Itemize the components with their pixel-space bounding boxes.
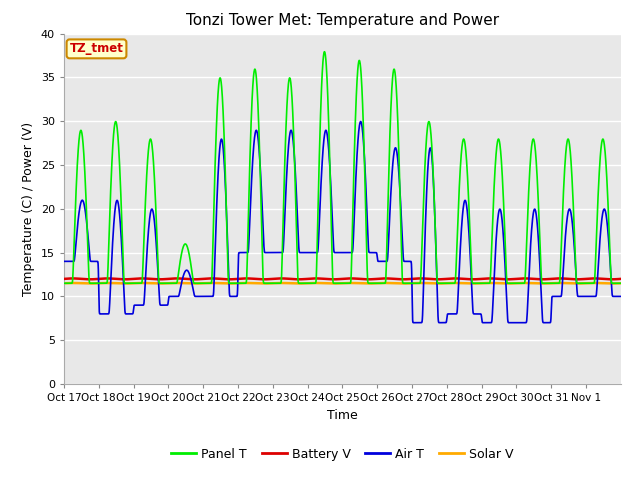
- Y-axis label: Temperature (C) / Power (V): Temperature (C) / Power (V): [22, 122, 35, 296]
- Text: TZ_tmet: TZ_tmet: [70, 42, 124, 55]
- X-axis label: Time: Time: [327, 408, 358, 421]
- Legend: Panel T, Battery V, Air T, Solar V: Panel T, Battery V, Air T, Solar V: [166, 443, 519, 466]
- Title: Tonzi Tower Met: Temperature and Power: Tonzi Tower Met: Temperature and Power: [186, 13, 499, 28]
